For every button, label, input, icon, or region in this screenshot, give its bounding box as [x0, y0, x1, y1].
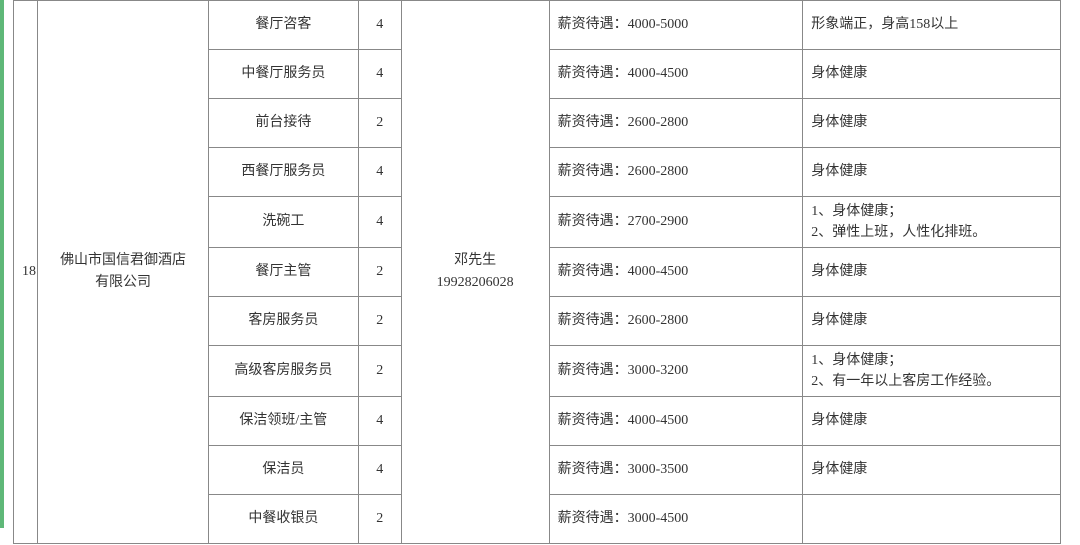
requirement-cell: 形象端正，身高158以上: [803, 1, 1061, 50]
requirement-cell: [803, 495, 1061, 544]
job-cell: 客房服务员: [208, 297, 358, 346]
requirement-cell: 身体健康: [803, 446, 1061, 495]
job-cell: 保洁领班/主管: [208, 397, 358, 446]
job-cell: 餐厅咨客: [208, 1, 358, 50]
requirement-cell: 1、身体健康； 2、弹性上班，人性化排班。: [803, 197, 1061, 248]
requirement-cell: 身体健康: [803, 397, 1061, 446]
salary-cell: 薪资待遇：3000-3200: [549, 346, 803, 397]
job-table: 18 佛山市国信君御酒店 有限公司 餐厅咨客 4 邓先生 19928206028…: [13, 0, 1061, 544]
contact-cell: 邓先生 19928206028: [401, 1, 549, 544]
num-cell: 2: [358, 495, 401, 544]
num-cell: 4: [358, 1, 401, 50]
num-cell: 2: [358, 297, 401, 346]
num-cell: 4: [358, 197, 401, 248]
num-cell: 4: [358, 148, 401, 197]
job-cell: 前台接待: [208, 99, 358, 148]
table-row: 18 佛山市国信君御酒店 有限公司 餐厅咨客 4 邓先生 19928206028…: [14, 1, 1061, 50]
num-cell: 2: [358, 99, 401, 148]
job-cell: 西餐厅服务员: [208, 148, 358, 197]
num-cell: 2: [358, 248, 401, 297]
salary-cell: 薪资待遇：4000-4500: [549, 397, 803, 446]
requirement-cell: 身体健康: [803, 248, 1061, 297]
salary-cell: 薪资待遇：3000-3500: [549, 446, 803, 495]
job-cell: 中餐收银员: [208, 495, 358, 544]
job-cell: 餐厅主管: [208, 248, 358, 297]
salary-cell: 薪资待遇：4000-5000: [549, 1, 803, 50]
requirement-cell: 身体健康: [803, 297, 1061, 346]
job-cell: 中餐厅服务员: [208, 50, 358, 99]
num-cell: 4: [358, 50, 401, 99]
salary-cell: 薪资待遇：4000-4500: [549, 50, 803, 99]
salary-cell: 薪资待遇：2600-2800: [549, 148, 803, 197]
salary-cell: 薪资待遇：2700-2900: [549, 197, 803, 248]
requirement-cell: 身体健康: [803, 148, 1061, 197]
job-cell: 高级客房服务员: [208, 346, 358, 397]
salary-cell: 薪资待遇：3000-4500: [549, 495, 803, 544]
job-cell: 洗碗工: [208, 197, 358, 248]
salary-cell: 薪资待遇：2600-2800: [549, 297, 803, 346]
requirement-cell: 身体健康: [803, 50, 1061, 99]
salary-cell: 薪资待遇：4000-4500: [549, 248, 803, 297]
salary-cell: 薪资待遇：2600-2800: [549, 99, 803, 148]
requirement-cell: 身体健康: [803, 99, 1061, 148]
num-cell: 4: [358, 397, 401, 446]
index-cell: 18: [14, 1, 38, 544]
company-cell: 佛山市国信君御酒店 有限公司: [38, 1, 208, 544]
num-cell: 4: [358, 446, 401, 495]
num-cell: 2: [358, 346, 401, 397]
requirement-cell: 1、身体健康； 2、有一年以上客房工作经验。: [803, 346, 1061, 397]
job-cell: 保洁员: [208, 446, 358, 495]
